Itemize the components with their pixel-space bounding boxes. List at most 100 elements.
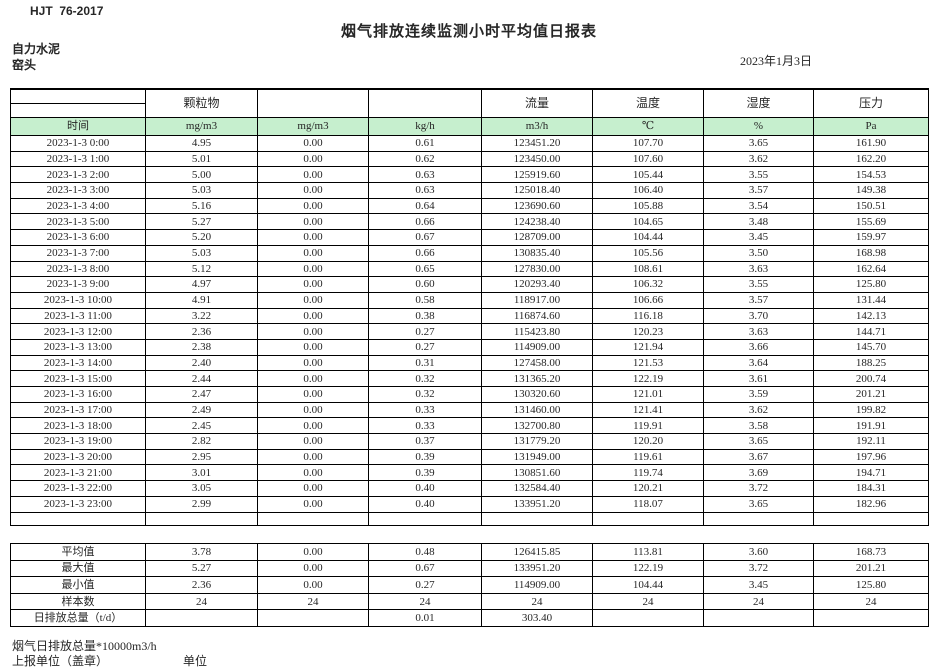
cell-humidity: 3.64 (703, 354, 814, 372)
cell-flow: 125018.40 (481, 182, 593, 199)
header-time-label: 时间 (10, 117, 146, 136)
summary-row: 日排放总量（t/d） 0.01 303.40 (10, 609, 929, 627)
cell-flow: 132584.40 (481, 480, 593, 497)
summary-pm: 5.27 (145, 559, 258, 578)
cell-time: 2023-1-3 9:00 (10, 276, 146, 293)
cell-pressure: 125.80 (813, 276, 929, 293)
summary-label: 平均值 (10, 543, 146, 561)
cell-time: 2023-1-3 1:00 (10, 150, 146, 168)
cell-humidity: 3.63 (703, 260, 814, 278)
table-row: 2023-1-3 10:00 4.91 0.00 0.58 118917.00 … (10, 291, 929, 309)
cell-humidity: 3.65 (703, 495, 814, 513)
cell-flow: 120293.40 (481, 276, 593, 293)
cell-temperature: 106.40 (592, 182, 704, 199)
cell-humidity: 3.48 (703, 213, 814, 231)
cell-flow: 131460.00 (481, 401, 593, 419)
group-header-row: 颗粒物 流量 温度 湿度 压力 (10, 88, 929, 118)
summary-temperature: 113.81 (592, 543, 704, 561)
unit-pressure: Pa (813, 117, 929, 136)
cell-flow: 133951.20 (481, 495, 593, 513)
cell-col4: 0.40 (368, 495, 482, 513)
cell-pm: 4.97 (145, 276, 258, 293)
summary-humidity (703, 609, 814, 627)
unit-label: 单位 (183, 654, 208, 668)
cell-pm: 2.40 (145, 354, 258, 372)
cell-humidity: 3.58 (703, 417, 814, 435)
cell-pressure: 168.98 (813, 244, 929, 262)
cell-pm: 2.38 (145, 338, 258, 356)
cell-pm: 2.95 (145, 448, 258, 466)
cell-flow: 131949.00 (481, 448, 593, 466)
unit-pm: mg/m3 (145, 117, 258, 136)
cell-pressure: 162.20 (813, 150, 929, 168)
summary-flow: 114909.00 (481, 576, 593, 594)
cell-pm: 2.45 (145, 417, 258, 435)
cell-pm: 2.99 (145, 495, 258, 513)
cell-pressure: 200.74 (813, 370, 929, 387)
cell-temperature: 105.88 (592, 197, 704, 215)
cell-time: 2023-1-3 3:00 (10, 182, 146, 199)
cell-flow: 131779.20 (481, 433, 593, 450)
cell-temperature: 121.01 (592, 386, 704, 403)
footer-note: 烟气日排放总量*10000m3/h (12, 639, 157, 653)
cell-col4: 0.66 (368, 213, 482, 231)
table-row: 2023-1-3 22:00 3.05 0.00 0.40 132584.40 … (10, 480, 929, 497)
cell-col3: 0.00 (257, 386, 369, 403)
table-row: 2023-1-3 12:00 2.36 0.00 0.27 115423.80 … (10, 323, 929, 340)
summary-pm (145, 609, 258, 627)
cell-col4: 0.63 (368, 166, 482, 184)
summary-label: 样本数 (10, 592, 146, 611)
summary-col3: 0.00 (257, 543, 369, 561)
summary-pressure: 125.80 (813, 576, 929, 594)
summary-pm: 3.78 (145, 543, 258, 561)
cell-time: 2023-1-3 19:00 (10, 433, 146, 450)
cell-col3: 0.00 (257, 166, 369, 184)
summary-temperature (592, 609, 704, 627)
header-blank-col4 (368, 88, 482, 118)
cell-pm: 5.16 (145, 197, 258, 215)
cell-col3: 0.00 (257, 135, 369, 152)
cell-col3: 0.00 (257, 370, 369, 387)
header-flow: 流量 (481, 88, 593, 118)
table-row: 2023-1-3 6:00 5.20 0.00 0.67 128709.00 1… (10, 229, 929, 246)
cell-pressure: 201.21 (813, 386, 929, 403)
cell-col3: 0.00 (257, 150, 369, 168)
cell-col4: 0.33 (368, 417, 482, 435)
table-row: 2023-1-3 2:00 5.00 0.00 0.63 125919.60 1… (10, 166, 929, 184)
cell-temperature: 118.07 (592, 495, 704, 513)
station-name: 窑头 (12, 58, 37, 72)
summary-row: 样本数 24 24 24 24 24 24 24 (10, 592, 929, 611)
unit-humidity: % (703, 117, 814, 136)
table-row: 2023-1-3 17:00 2.49 0.00 0.33 131460.00 … (10, 401, 929, 419)
summary-row: 最小值 2.36 0.00 0.27 114909.00 104.44 3.45… (10, 576, 929, 594)
cell-pressure: 199.82 (813, 401, 929, 419)
cell-pm: 3.22 (145, 307, 258, 325)
cell-col3: 0.00 (257, 354, 369, 372)
cell-col4: 0.66 (368, 244, 482, 262)
cell-humidity: 3.50 (703, 244, 814, 262)
cell-humidity: 3.61 (703, 370, 814, 387)
cell-humidity: 3.45 (703, 229, 814, 246)
summary-label: 最小值 (10, 576, 146, 594)
summary-col3: 24 (257, 592, 369, 611)
cell-flow: 130851.60 (481, 464, 593, 482)
summary-flow: 126415.85 (481, 543, 593, 561)
cell-col3: 0.00 (257, 307, 369, 325)
cell-pressure: 194.71 (813, 464, 929, 482)
cell-temperature: 121.94 (592, 338, 704, 356)
cell-flow: 114909.00 (481, 338, 593, 356)
cell-col4: 0.64 (368, 197, 482, 215)
table-row: 2023-1-3 18:00 2.45 0.00 0.33 132700.80 … (10, 417, 929, 435)
cell-pressure: 161.90 (813, 135, 929, 152)
cell-flow: 127458.00 (481, 354, 593, 372)
cell-time: 2023-1-3 13:00 (10, 338, 146, 356)
cell-pressure: 162.64 (813, 260, 929, 278)
cell-pm: 4.91 (145, 291, 258, 309)
cell-col3: 0.00 (257, 229, 369, 246)
cell-temperature: 104.44 (592, 229, 704, 246)
table-row: 2023-1-3 15:00 2.44 0.00 0.32 131365.20 … (10, 370, 929, 387)
cell-time: 2023-1-3 18:00 (10, 417, 146, 435)
summary-col4: 0.67 (368, 559, 482, 578)
summary-temperature: 104.44 (592, 576, 704, 594)
summary-humidity: 24 (703, 592, 814, 611)
